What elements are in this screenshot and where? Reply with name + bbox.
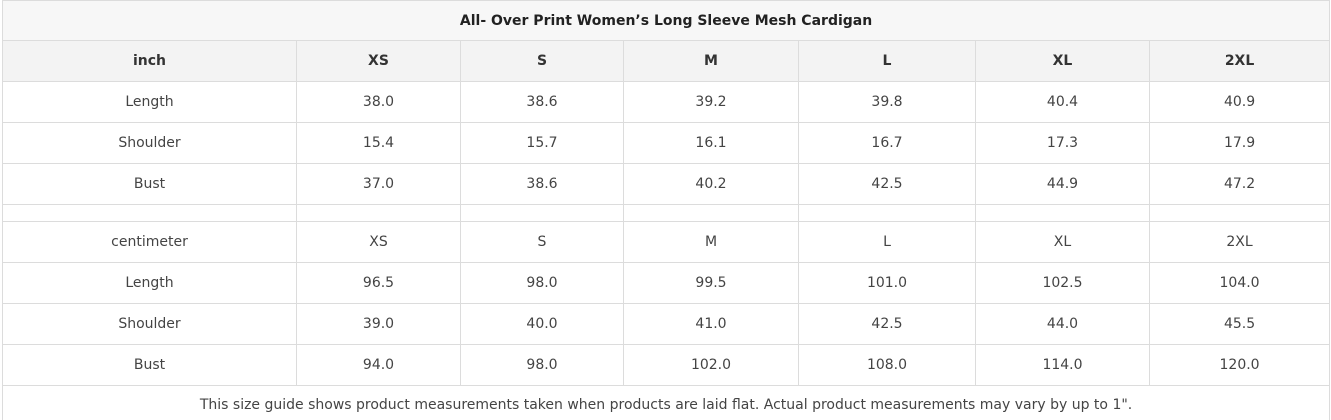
table-cell: 45.5 xyxy=(1150,304,1330,345)
header-cell: M xyxy=(624,41,799,82)
header-cell: L xyxy=(799,222,976,263)
row-label: Bust xyxy=(3,164,297,205)
header-cell: S xyxy=(461,41,624,82)
header-cell: XS xyxy=(297,222,461,263)
footer-row: This size guide shows product measuremen… xyxy=(3,386,1330,420)
spacer-cell xyxy=(976,205,1150,222)
header-cell: S xyxy=(461,222,624,263)
table-cell: 44.9 xyxy=(976,164,1150,205)
table-row: Length 38.0 38.6 39.2 39.8 40.4 40.9 xyxy=(3,82,1330,123)
table-row: Shoulder 39.0 40.0 41.0 42.5 44.0 45.5 xyxy=(3,304,1330,345)
table-cell: 16.7 xyxy=(799,123,976,164)
table-title: All- Over Print Women’s Long Sleeve Mesh… xyxy=(3,1,1330,41)
table-cell: 102.5 xyxy=(976,263,1150,304)
header-cell: XS xyxy=(297,41,461,82)
table-cell: 108.0 xyxy=(799,345,976,386)
inch-header-row: inch XS S M L XL 2XL xyxy=(3,41,1330,82)
spacer-row xyxy=(3,205,1330,222)
header-cell: XL xyxy=(976,222,1150,263)
spacer-cell xyxy=(461,205,624,222)
spacer-cell xyxy=(624,205,799,222)
header-cell: 2XL xyxy=(1150,41,1330,82)
row-label: Shoulder xyxy=(3,304,297,345)
row-label: Length xyxy=(3,263,297,304)
table-cell: 40.4 xyxy=(976,82,1150,123)
table-cell: 120.0 xyxy=(1150,345,1330,386)
table-row: Bust 37.0 38.6 40.2 42.5 44.9 47.2 xyxy=(3,164,1330,205)
table-cell: 47.2 xyxy=(1150,164,1330,205)
table-row: Length 96.5 98.0 99.5 101.0 102.5 104.0 xyxy=(3,263,1330,304)
spacer-cell xyxy=(297,205,461,222)
row-label: Shoulder xyxy=(3,123,297,164)
table-cell: 44.0 xyxy=(976,304,1150,345)
spacer-cell xyxy=(799,205,976,222)
row-label: Bust xyxy=(3,345,297,386)
table-cell: 104.0 xyxy=(1150,263,1330,304)
table-cell: 38.6 xyxy=(461,82,624,123)
table-cell: 40.9 xyxy=(1150,82,1330,123)
title-row: All- Over Print Women’s Long Sleeve Mesh… xyxy=(3,1,1330,41)
table-cell: 15.4 xyxy=(297,123,461,164)
table-cell: 40.2 xyxy=(624,164,799,205)
footer-note: This size guide shows product measuremen… xyxy=(3,386,1330,420)
table-row: Shoulder 15.4 15.7 16.1 16.7 17.3 17.9 xyxy=(3,123,1330,164)
table-cell: 39.0 xyxy=(297,304,461,345)
table-cell: 114.0 xyxy=(976,345,1150,386)
table-cell: 17.9 xyxy=(1150,123,1330,164)
table-cell: 41.0 xyxy=(624,304,799,345)
header-cell: M xyxy=(624,222,799,263)
table-cell: 94.0 xyxy=(297,345,461,386)
table-cell: 102.0 xyxy=(624,345,799,386)
table-cell: 39.8 xyxy=(799,82,976,123)
table-cell: 39.2 xyxy=(624,82,799,123)
table-cell: 37.0 xyxy=(297,164,461,205)
table-cell: 40.0 xyxy=(461,304,624,345)
cm-header-row: centimeter XS S M L XL 2XL xyxy=(3,222,1330,263)
table-cell: 38.6 xyxy=(461,164,624,205)
table-cell: 38.0 xyxy=(297,82,461,123)
header-cell: inch xyxy=(3,41,297,82)
header-cell: XL xyxy=(976,41,1150,82)
spacer-cell xyxy=(3,205,297,222)
header-cell: centimeter xyxy=(3,222,297,263)
table-cell: 17.3 xyxy=(976,123,1150,164)
header-cell: L xyxy=(799,41,976,82)
table-cell: 99.5 xyxy=(624,263,799,304)
table-cell: 98.0 xyxy=(461,263,624,304)
row-label: Length xyxy=(3,82,297,123)
spacer-cell xyxy=(1150,205,1330,222)
header-cell: 2XL xyxy=(1150,222,1330,263)
table-cell: 98.0 xyxy=(461,345,624,386)
table-cell: 42.5 xyxy=(799,304,976,345)
table-row: Bust 94.0 98.0 102.0 108.0 114.0 120.0 xyxy=(3,345,1330,386)
table-cell: 101.0 xyxy=(799,263,976,304)
table-cell: 96.5 xyxy=(297,263,461,304)
table-cell: 16.1 xyxy=(624,123,799,164)
table-cell: 42.5 xyxy=(799,164,976,205)
table-cell: 15.7 xyxy=(461,123,624,164)
